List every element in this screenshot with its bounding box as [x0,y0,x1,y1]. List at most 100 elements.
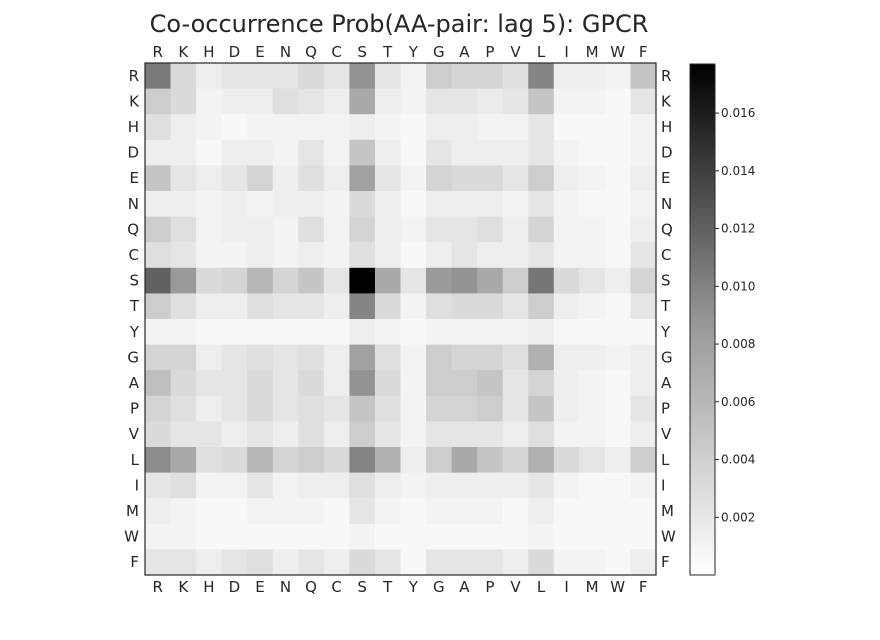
heatmap-cell-R-G [426,63,452,89]
heatmap-cell-G-T [374,344,401,371]
heatmap-cell-T-Y [400,293,427,320]
heatmap-cell-T-S [349,293,376,320]
heatmap-cell-C-P [477,242,504,269]
colorbar-tick-label: 0.008 [721,337,755,351]
heatmap-cell-C-S [349,242,376,269]
heatmap-cell-L-D [221,447,248,473]
heatmap-cell-F-T [374,549,401,576]
colorbar-tick-label: 0.014 [721,164,755,178]
y-tick-left-Y: Y [129,323,140,341]
heatmap-cell-M-C [323,498,350,525]
heatmap-cells [145,63,657,576]
heatmap-cell-Q-A [451,216,478,243]
heatmap-cell-C-N [272,242,299,269]
heatmap-cell-K-C [323,88,350,115]
heatmap-cell-D-N [272,139,299,166]
heatmap-cell-P-V [502,395,529,422]
heatmap-cell-S-Y [400,267,427,294]
heatmap-cell-G-G [426,344,452,371]
heatmap-cell-R-N [272,63,299,89]
x-tick-bottom-H: H [203,578,214,596]
y-tick-right-W: W [661,528,676,546]
heatmap-cell-W-H [196,523,223,550]
heatmap-cell-I-T [374,472,401,499]
heatmap-cell-K-A [451,88,478,115]
heatmap-cell-F-Q [298,549,325,576]
heatmap-cell-C-L [528,242,555,269]
colorbar-tick-labels: 0.002 0.004 0.006 0.008 0.010 0.012 0.014 0.016 [715,106,755,524]
heatmap-cell-P-Q [298,395,325,422]
y-tick-right-M: M [661,502,674,520]
heatmap-cell-R-T [374,63,401,89]
y-tick-right-D: D [661,144,673,162]
heatmap-cell-A-D [221,370,248,397]
chart-title: Co-occurrence Prob(AA-pair: lag 5): GPCR [150,10,649,38]
heatmap-cell-K-Q [298,88,325,115]
heatmap-cell-A-H [196,370,223,397]
heatmap-cell-I-A [451,472,478,499]
heatmap-cell-D-H [196,139,223,166]
heatmap-cell-H-S [349,114,376,141]
y-tick-left-R: R [129,67,139,85]
heatmap-cell-N-F [630,191,657,217]
heatmap-cell-M-V [502,498,529,525]
heatmap-cell-Y-H [196,319,223,345]
y-tick-left-A: A [129,374,140,392]
heatmap-cell-D-E [247,139,274,166]
heatmap-cell-W-V [502,523,529,550]
heatmap-cell-E-S [349,165,376,192]
heatmap-cell-N-N [272,191,299,217]
heatmap-cell-L-A [451,447,478,473]
heatmap-cell-D-V [502,139,529,166]
heatmap-cell-T-Q [298,293,325,320]
heatmap-cell-W-Q [298,523,325,550]
heatmap-cell-R-V [502,63,529,89]
heatmap-cell-Y-V [502,319,529,345]
heatmap-cell-C-E [247,242,274,269]
heatmap-cell-W-C [323,523,350,550]
heatmap-cell-Y-R [145,319,171,345]
heatmap-cell-Q-D [221,216,248,243]
heatmap-cell-D-P [477,139,504,166]
heatmap-cell-A-P [477,370,504,397]
heatmap-cell-M-M [579,498,606,525]
x-tick-top-H: H [203,43,214,61]
heatmap-cell-E-K [170,165,197,192]
y-tick-right-V: V [661,425,672,443]
x-tick-top-V: V [510,43,521,61]
x-tick-top-C: C [331,43,341,61]
heatmap-cell-P-Y [400,395,427,422]
heatmap-cell-S-R [145,267,171,294]
y-tick-left-H: H [128,118,139,136]
heatmap-cell-K-E [247,88,274,115]
heatmap-cell-L-I [553,447,580,473]
heatmap-cell-F-H [196,549,223,576]
y-tick-left-F: F [130,553,139,571]
heatmap-cell-D-L [528,139,555,166]
heatmap-cell-N-K [170,191,197,217]
heatmap-cell-E-I [553,165,580,192]
heatmap-cell-A-K [170,370,197,397]
heatmap-cell-Q-H [196,216,223,243]
heatmap-cell-I-F [630,472,657,499]
x-tick-bottom-P: P [485,578,494,596]
heatmap-cell-M-G [426,498,452,525]
heatmap-cell-W-T [374,523,401,550]
heatmap-cell-Q-Y [400,216,427,243]
heatmap-cell-I-P [477,472,504,499]
heatmap-cell-L-M [579,447,606,473]
y-tick-right-Y: Y [660,323,671,341]
heatmap-cell-F-F [630,549,657,576]
heatmap-cell-F-N [272,549,299,576]
heatmap-cell-V-W [604,421,631,448]
heatmap-cell-H-N [272,114,299,141]
heatmap-cell-M-H [196,498,223,525]
heatmap-cell-K-W [604,88,631,115]
heatmap-cell-H-G [426,114,452,141]
heatmap-cell-F-L [528,549,555,576]
heatmap-cell-W-R [145,523,171,550]
heatmap-cell-M-W [604,498,631,525]
heatmap-cell-G-M [579,344,606,371]
heatmap-cell-F-P [477,549,504,576]
